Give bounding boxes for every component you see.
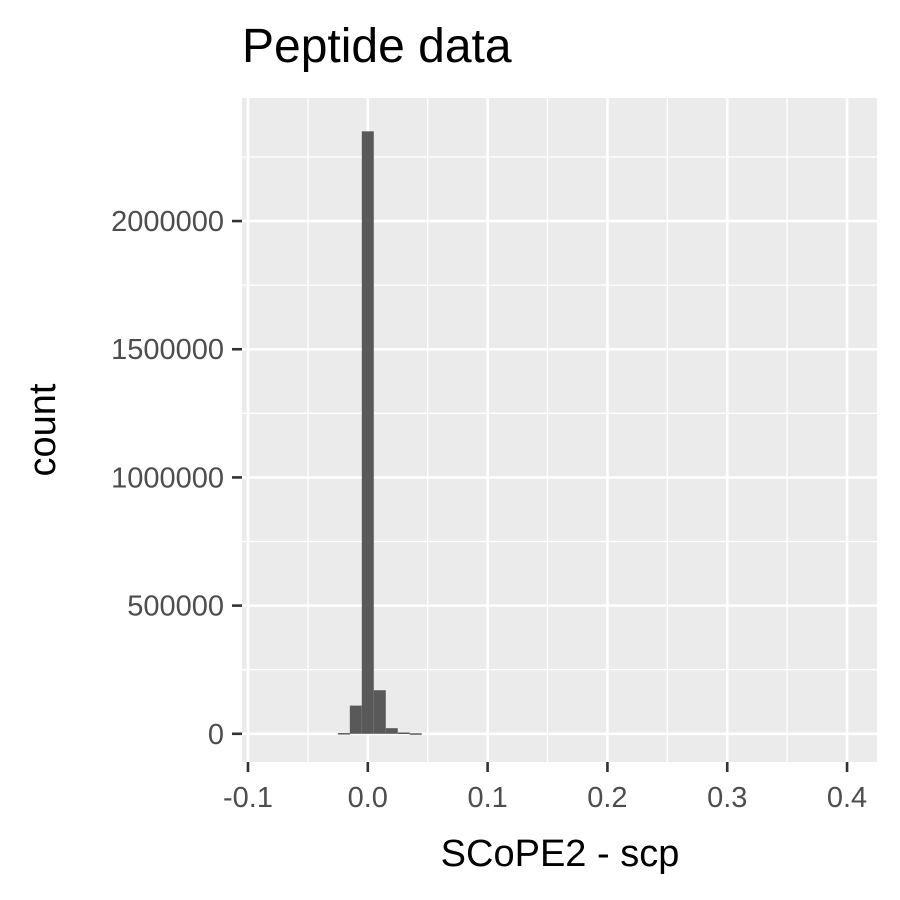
y-tick-label: 500000 — [127, 591, 224, 623]
x-axis: -0.1 0.0 0.1 0.2 0.3 0.4 — [223, 762, 867, 814]
chart-title: Peptide data — [242, 20, 512, 73]
plot-panel — [242, 98, 877, 762]
x-tick-label: 0.3 — [707, 782, 747, 814]
histogram-bar — [337, 733, 350, 735]
histogram-bar — [409, 733, 422, 735]
histogram-bar — [385, 728, 398, 734]
histogram-bars — [337, 131, 422, 735]
histogram-bar — [397, 732, 410, 735]
x-tick-label: -0.1 — [223, 782, 273, 814]
y-axis-title: count — [22, 383, 64, 476]
histogram-bar — [349, 705, 362, 734]
y-tick-label: 0 — [208, 719, 224, 751]
y-axis: 0 500000 1000000 1500000 2000000 — [111, 206, 242, 751]
histogram-bar — [373, 690, 386, 734]
histogram-bar — [361, 131, 374, 734]
y-tick-label: 1500000 — [111, 334, 224, 366]
x-tick-label: 0.0 — [348, 782, 388, 814]
x-axis-title: SCoPE2 - scp — [441, 833, 680, 875]
x-tick-label: 0.1 — [467, 782, 507, 814]
y-tick-label: 2000000 — [111, 206, 224, 238]
x-tick-label: 0.4 — [827, 782, 867, 814]
y-tick-label: 1000000 — [111, 462, 224, 494]
x-tick-label: 0.2 — [587, 782, 627, 814]
